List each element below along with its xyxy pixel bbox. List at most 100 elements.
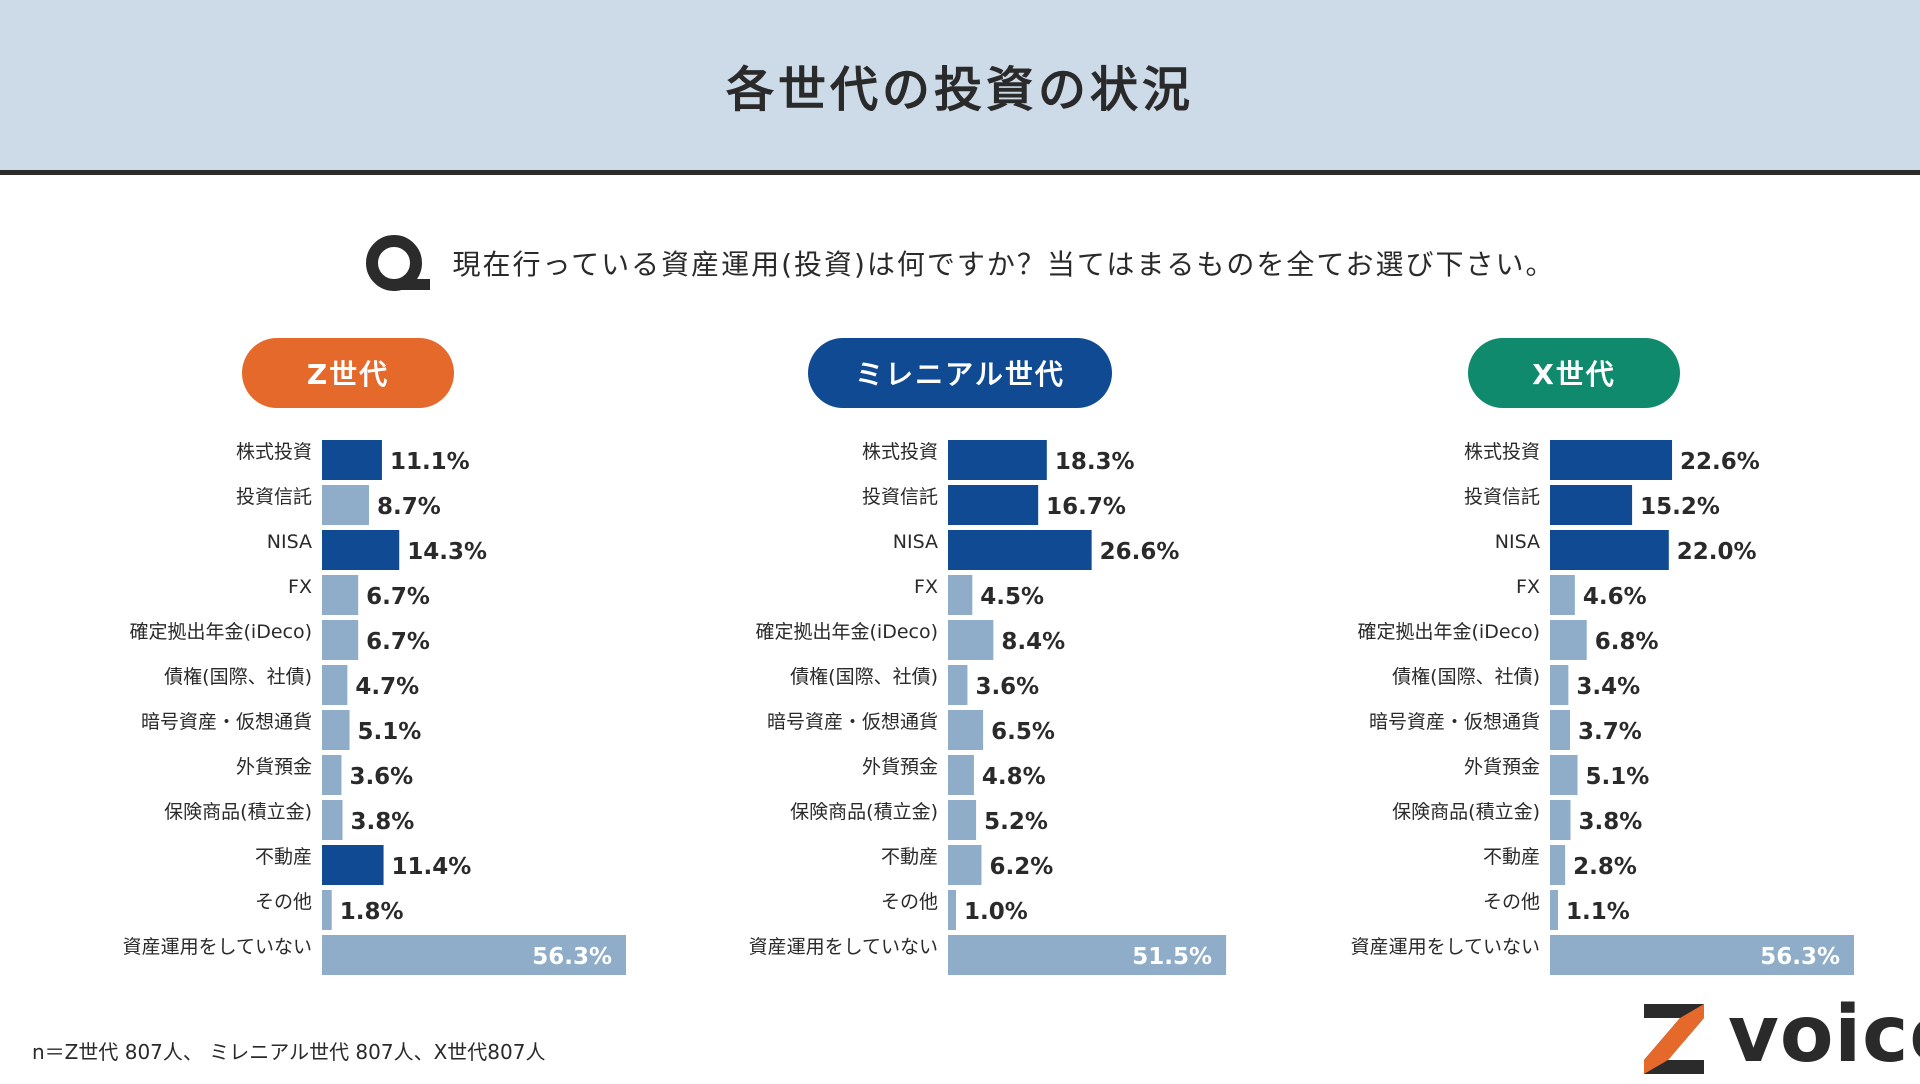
value-label: 1.8% [340, 899, 404, 925]
bar [1550, 800, 1571, 840]
bar [1550, 620, 1587, 660]
bar [1550, 485, 1633, 525]
bar [322, 935, 627, 975]
category-label: 確定拠出年金(iDeco) [1358, 621, 1541, 643]
category-label: 保険商品(積立金) [164, 801, 312, 823]
bar [948, 575, 973, 615]
value-label: 14.3% [407, 539, 487, 565]
value-label: 1.1% [1566, 899, 1630, 925]
value-label: 5.1% [358, 719, 422, 745]
bar [1550, 575, 1575, 615]
bar [948, 935, 1227, 975]
bar [1550, 890, 1558, 930]
category-label: 保険商品(積立金) [1392, 801, 1540, 823]
q-icon [366, 235, 431, 291]
category-label: その他 [881, 891, 938, 913]
category-label: その他 [255, 891, 312, 913]
category-label: FX [914, 576, 938, 598]
category-label: 投資信託 [236, 486, 312, 508]
value-label: 4.6% [1583, 584, 1647, 610]
value-label: 3.4% [1576, 674, 1640, 700]
value-label: 3.6% [975, 674, 1039, 700]
value-label: 8.7% [377, 494, 441, 520]
category-label: 確定拠出年金(iDeco) [130, 621, 313, 643]
category-label: 株式投資 [1464, 441, 1540, 463]
value-label: 3.7% [1578, 719, 1642, 745]
bar [1550, 845, 1566, 885]
bar [1550, 665, 1569, 705]
value-label: 15.2% [1640, 494, 1720, 520]
bar [322, 845, 384, 885]
logo-wordmark: voice [1728, 990, 1920, 1080]
bar [1550, 755, 1578, 795]
value-label: 22.0% [1677, 539, 1757, 565]
category-label: 不動産 [881, 846, 938, 868]
bar [1550, 935, 1855, 975]
category-label: 確定拠出年金(iDeco) [756, 621, 939, 643]
category-label: 暗号資産・仮想通貨 [141, 711, 312, 733]
value-label: 4.5% [980, 584, 1044, 610]
category-label: 投資信託 [1464, 486, 1540, 508]
value-label: 16.7% [1046, 494, 1126, 520]
value-label: 11.4% [392, 854, 472, 880]
bar [948, 710, 984, 750]
z-logo-mark [1644, 1004, 1704, 1074]
category-label: 資産運用をしていない [123, 936, 312, 958]
bar [1550, 440, 1673, 480]
bar [322, 485, 369, 525]
value-label: 56.3% [532, 944, 612, 970]
value-label: 5.1% [1586, 764, 1650, 790]
category-label: NISA [267, 531, 312, 553]
bar [322, 710, 350, 750]
chart-z-generation: Z世代 株式投資 11.1% 投資信託 8.7% NISA 14.3% FX 6.7% 確定拠出… [20, 330, 627, 990]
category-label: 債権(国際、社債) [164, 666, 312, 688]
chart-millennial-svg: 株式投資 18.3% 投資信託 16.7% NISA 26.6% FX 4.5% 確定拠出年金(… [749, 440, 1227, 975]
chart-x-svg: 株式投資 22.6% 投資信託 15.2% NISA 22.0% FX 4.6% 確定拠出年金(… [1351, 440, 1855, 975]
category-label: 株式投資 [862, 441, 938, 463]
bar [322, 620, 359, 660]
value-label: 1.0% [964, 899, 1028, 925]
category-label: 不動産 [1483, 846, 1540, 868]
category-label: 株式投資 [236, 441, 312, 463]
value-label: 56.3% [1760, 944, 1840, 970]
bar [322, 890, 332, 930]
bar [948, 665, 968, 705]
category-label: 暗号資産・仮想通貨 [767, 711, 938, 733]
bar [948, 800, 977, 840]
category-label: 投資信託 [862, 486, 938, 508]
category-label: 債権(国際、社債) [790, 666, 938, 688]
value-label: 3.6% [349, 764, 413, 790]
category-label: その他 [1483, 891, 1540, 913]
bar [948, 530, 1092, 570]
category-label: 資産運用をしていない [749, 936, 938, 958]
value-label: 2.8% [1573, 854, 1637, 880]
bar [322, 440, 382, 480]
bar [948, 845, 982, 885]
chart-x-generation: X世代 株式投資 22.6% 投資信託 15.2% NISA 22.0% FX 4.6% 確定拠… [1248, 330, 1855, 990]
question-row: 現在行っている資産運用(投資)は何ですか？当てはまるものを全てお選び下さい。 [0, 228, 1920, 298]
category-label: 資産運用をしていない [1351, 936, 1540, 958]
value-label: 26.6% [1100, 539, 1180, 565]
value-label: 3.8% [351, 809, 415, 835]
bar [322, 800, 343, 840]
chart-millennial-generation: ミレニアル世代 株式投資 18.3% 投資信託 16.7% NISA 26.6% FX 4.5… [646, 330, 1227, 990]
zvoice-logo: voice [1638, 990, 1920, 1080]
bar [322, 755, 342, 795]
value-label: 4.8% [982, 764, 1046, 790]
category-label: FX [1516, 576, 1540, 598]
value-label: 6.7% [366, 584, 430, 610]
bar [948, 440, 1047, 480]
sample-size-note: n＝Z世代 807人、 ミレニアル世代 807人、X世代807人 [32, 1040, 546, 1064]
value-label: 6.2% [989, 854, 1053, 880]
value-label: 8.4% [1001, 629, 1065, 655]
page-title: 各世代の投資の状況 [725, 62, 1194, 118]
value-label: 6.8% [1595, 629, 1659, 655]
bar [948, 485, 1039, 525]
bar [1550, 530, 1669, 570]
category-label: NISA [1495, 531, 1540, 553]
header-banner: 各世代の投資の状況 [0, 0, 1920, 175]
bar [1550, 710, 1570, 750]
category-label: 暗号資産・仮想通貨 [1369, 711, 1540, 733]
category-label: 不動産 [255, 846, 312, 868]
bar [948, 890, 956, 930]
